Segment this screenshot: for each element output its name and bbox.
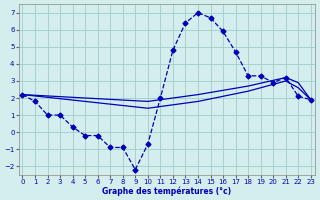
X-axis label: Graphe des températures (°c): Graphe des températures (°c) (102, 186, 231, 196)
